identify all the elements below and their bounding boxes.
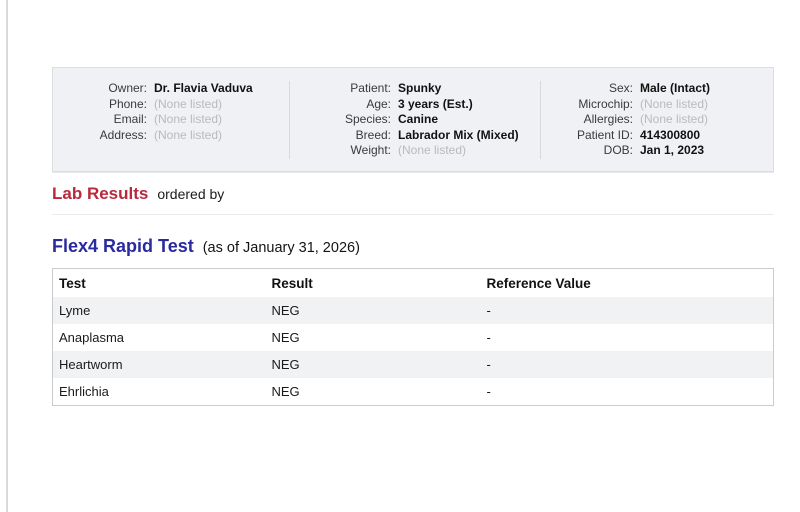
info-row-allergies: Allergies: (None listed) [543, 112, 771, 128]
header-reference-value: Reference Value [480, 268, 774, 297]
cell-result: NEG [271, 329, 300, 345]
section-divider-bottom [52, 213, 774, 215]
results-table-header: Test Result Reference Value [52, 268, 774, 297]
info-row-email: Email: (None listed) [55, 112, 287, 128]
info-row-patient-id: Patient ID: 414300800 [543, 128, 771, 144]
cell-test-name: Ehrlichia [59, 383, 109, 399]
age-value: 3 years (Est.) [398, 96, 473, 111]
cell-test-name: Lyme [59, 302, 91, 318]
email-value: (None listed) [154, 112, 223, 126]
email-label: Email: [113, 112, 147, 126]
info-row-species: Species: Canine [292, 112, 538, 128]
info-row-weight: Weight: (None listed) [292, 143, 538, 159]
info-row-address: Address: (None listed) [55, 128, 287, 144]
info-row-age: Age: 3 years (Est.) [292, 97, 538, 113]
sex-value: Male (Intact) [640, 81, 711, 95]
phone-label: Phone: [108, 96, 147, 111]
info-row-dob: DOB: Jan 1, 2023 [543, 143, 771, 159]
microchip-value: (None listed) [640, 96, 709, 111]
lab-results-table: Test Result Reference Value Lyme NEG - A… [52, 267, 774, 406]
patient-id-value: 414300800 [640, 127, 701, 142]
breed-value: Labrador Mix (Mixed) [398, 127, 519, 142]
header-test: Test [52, 268, 266, 297]
cell-test-name: Heartworm [59, 356, 123, 372]
lab-report-page: Owner: Dr. Flavia Vaduva Phone: (None li… [52, 0, 774, 406]
info-row-microchip: Microchip: (None listed) [543, 97, 771, 113]
table-row-anaplasma: Anaplasma NEG - [52, 323, 774, 351]
section-divider-top [52, 171, 774, 173]
cell-reference: - [486, 383, 491, 399]
table-row-ehrlichia: Ehrlichia NEG - [52, 377, 774, 405]
identifiers-info-column: Sex: Male (Intact) Microchip: (None list… [540, 81, 773, 159]
allergies-label: Allergies: [583, 112, 633, 126]
info-row-sex: Sex: Male (Intact) [543, 81, 771, 97]
cell-result: NEG [271, 302, 300, 318]
patient-value: Spunky [398, 81, 442, 95]
cell-test-name: Anaplasma [59, 329, 125, 345]
test-section-asof-date: (as of January 31, 2026) [202, 239, 360, 256]
patient-info-column: Patient: Spunky Age: 3 years (Est.) Spec… [289, 81, 540, 159]
address-value: (None listed) [154, 127, 223, 142]
weight-label: Weight: [350, 143, 391, 157]
address-label: Address: [99, 127, 147, 142]
cell-result: NEG [271, 356, 300, 372]
results-table-body: Lyme NEG - Anaplasma NEG - Heartworm NEG… [52, 296, 774, 405]
species-value: Canine [398, 112, 439, 126]
dob-value: Jan 1, 2023 [640, 143, 705, 157]
phone-value: (None listed) [154, 96, 223, 111]
info-row-patient: Patient: Spunky [292, 81, 538, 97]
test-section-title: Flex4 Rapid Test [52, 235, 194, 256]
owner-info-column: Owner: Dr. Flavia Vaduva Phone: (None li… [53, 81, 289, 159]
cell-reference: - [486, 302, 491, 318]
owner-value: Dr. Flavia Vaduva [154, 81, 253, 95]
species-label: Species: [344, 112, 391, 126]
breed-label: Breed: [355, 127, 391, 142]
lab-results-heading: Lab Results ordered by [52, 184, 774, 204]
allergies-value: (None listed) [640, 112, 709, 126]
table-row-lyme: Lyme NEG - [52, 296, 774, 324]
patient-id-label: Patient ID: [576, 127, 633, 142]
microchip-label: Microchip: [578, 96, 633, 111]
dob-label: DOB: [603, 143, 633, 157]
cell-reference: - [486, 329, 491, 345]
owner-label: Owner: [108, 81, 147, 95]
patient-label: Patient: [350, 81, 391, 95]
cell-reference: - [486, 356, 491, 372]
lab-results-title: Lab Results [52, 183, 149, 203]
table-row-heartworm: Heartworm NEG - [52, 350, 774, 378]
test-section-heading: Flex4 Rapid Test (as of January 31, 2026… [52, 236, 774, 257]
weight-value: (None listed) [398, 143, 467, 157]
info-row-phone: Phone: (None listed) [55, 97, 287, 113]
patient-info-box: Owner: Dr. Flavia Vaduva Phone: (None li… [52, 67, 774, 172]
header-result: Result [265, 268, 481, 297]
panel-left-divider [6, 0, 8, 512]
lab-results-ordered-by: ordered by [157, 185, 225, 202]
header-row: Test Result Reference Value [52, 268, 774, 297]
info-row-breed: Breed: Labrador Mix (Mixed) [292, 128, 538, 144]
info-row-owner: Owner: Dr. Flavia Vaduva [55, 81, 287, 97]
age-label: Age: [366, 96, 391, 111]
sex-label: Sex: [608, 81, 633, 95]
cell-result: NEG [271, 383, 300, 399]
